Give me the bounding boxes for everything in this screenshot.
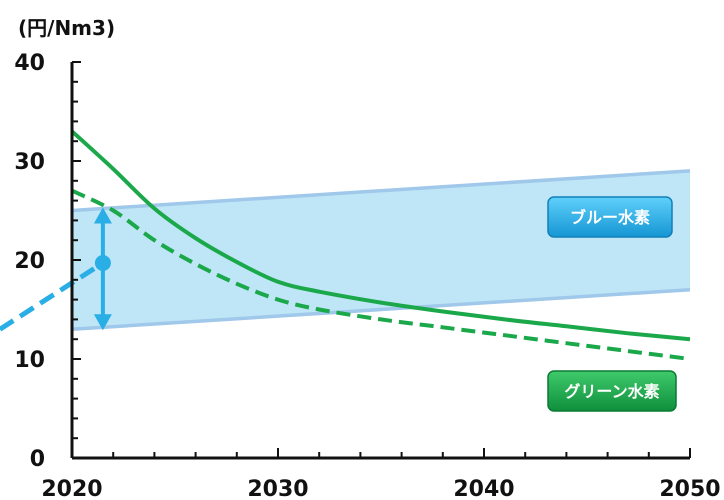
green-hydrogen-solid-line bbox=[70, 129, 691, 342]
y-tick-label: 40 bbox=[14, 51, 45, 76]
annotation-group bbox=[0, 207, 112, 332]
legend-green-hydrogen-box bbox=[547, 370, 677, 412]
blue-hydrogen-band-area bbox=[72, 170, 690, 330]
legend-green-hydrogen-label: グリーン水素 bbox=[564, 382, 659, 401]
green-hydrogen-dashed-line bbox=[71, 188, 691, 361]
x-tick-label: 2030 bbox=[247, 477, 308, 500]
y-tick-label: 10 bbox=[14, 348, 45, 373]
range-arrow-down-head bbox=[93, 314, 112, 331]
y-unit-label: (円/Nm3) bbox=[18, 16, 115, 40]
x-tick-label: 2040 bbox=[453, 477, 514, 500]
blue-hydrogen-marker bbox=[94, 254, 111, 271]
x-tick-label: 2050 bbox=[659, 477, 720, 500]
y-tick-label: 20 bbox=[14, 249, 45, 274]
blue-hydrogen-band-lower-edge bbox=[71, 287, 691, 332]
range-arrow-up-head bbox=[93, 207, 112, 224]
y-tick-label: 30 bbox=[14, 150, 45, 175]
legend-blue-hydrogen-box bbox=[547, 196, 673, 238]
legend-green-hydrogen: グリーン水素 bbox=[547, 370, 677, 412]
blue-hydrogen-band-group bbox=[71, 169, 691, 332]
legend-blue-hydrogen: ブルー水素 bbox=[547, 196, 673, 238]
series-group bbox=[70, 129, 691, 361]
x-tick-label: 2020 bbox=[41, 477, 102, 500]
blue-trend-dashed-line bbox=[0, 260, 105, 332]
y-tick-label: 0 bbox=[30, 447, 45, 472]
blue-hydrogen-band-upper-edge bbox=[71, 169, 691, 213]
legend-blue-hydrogen-label: ブルー水素 bbox=[570, 208, 650, 227]
